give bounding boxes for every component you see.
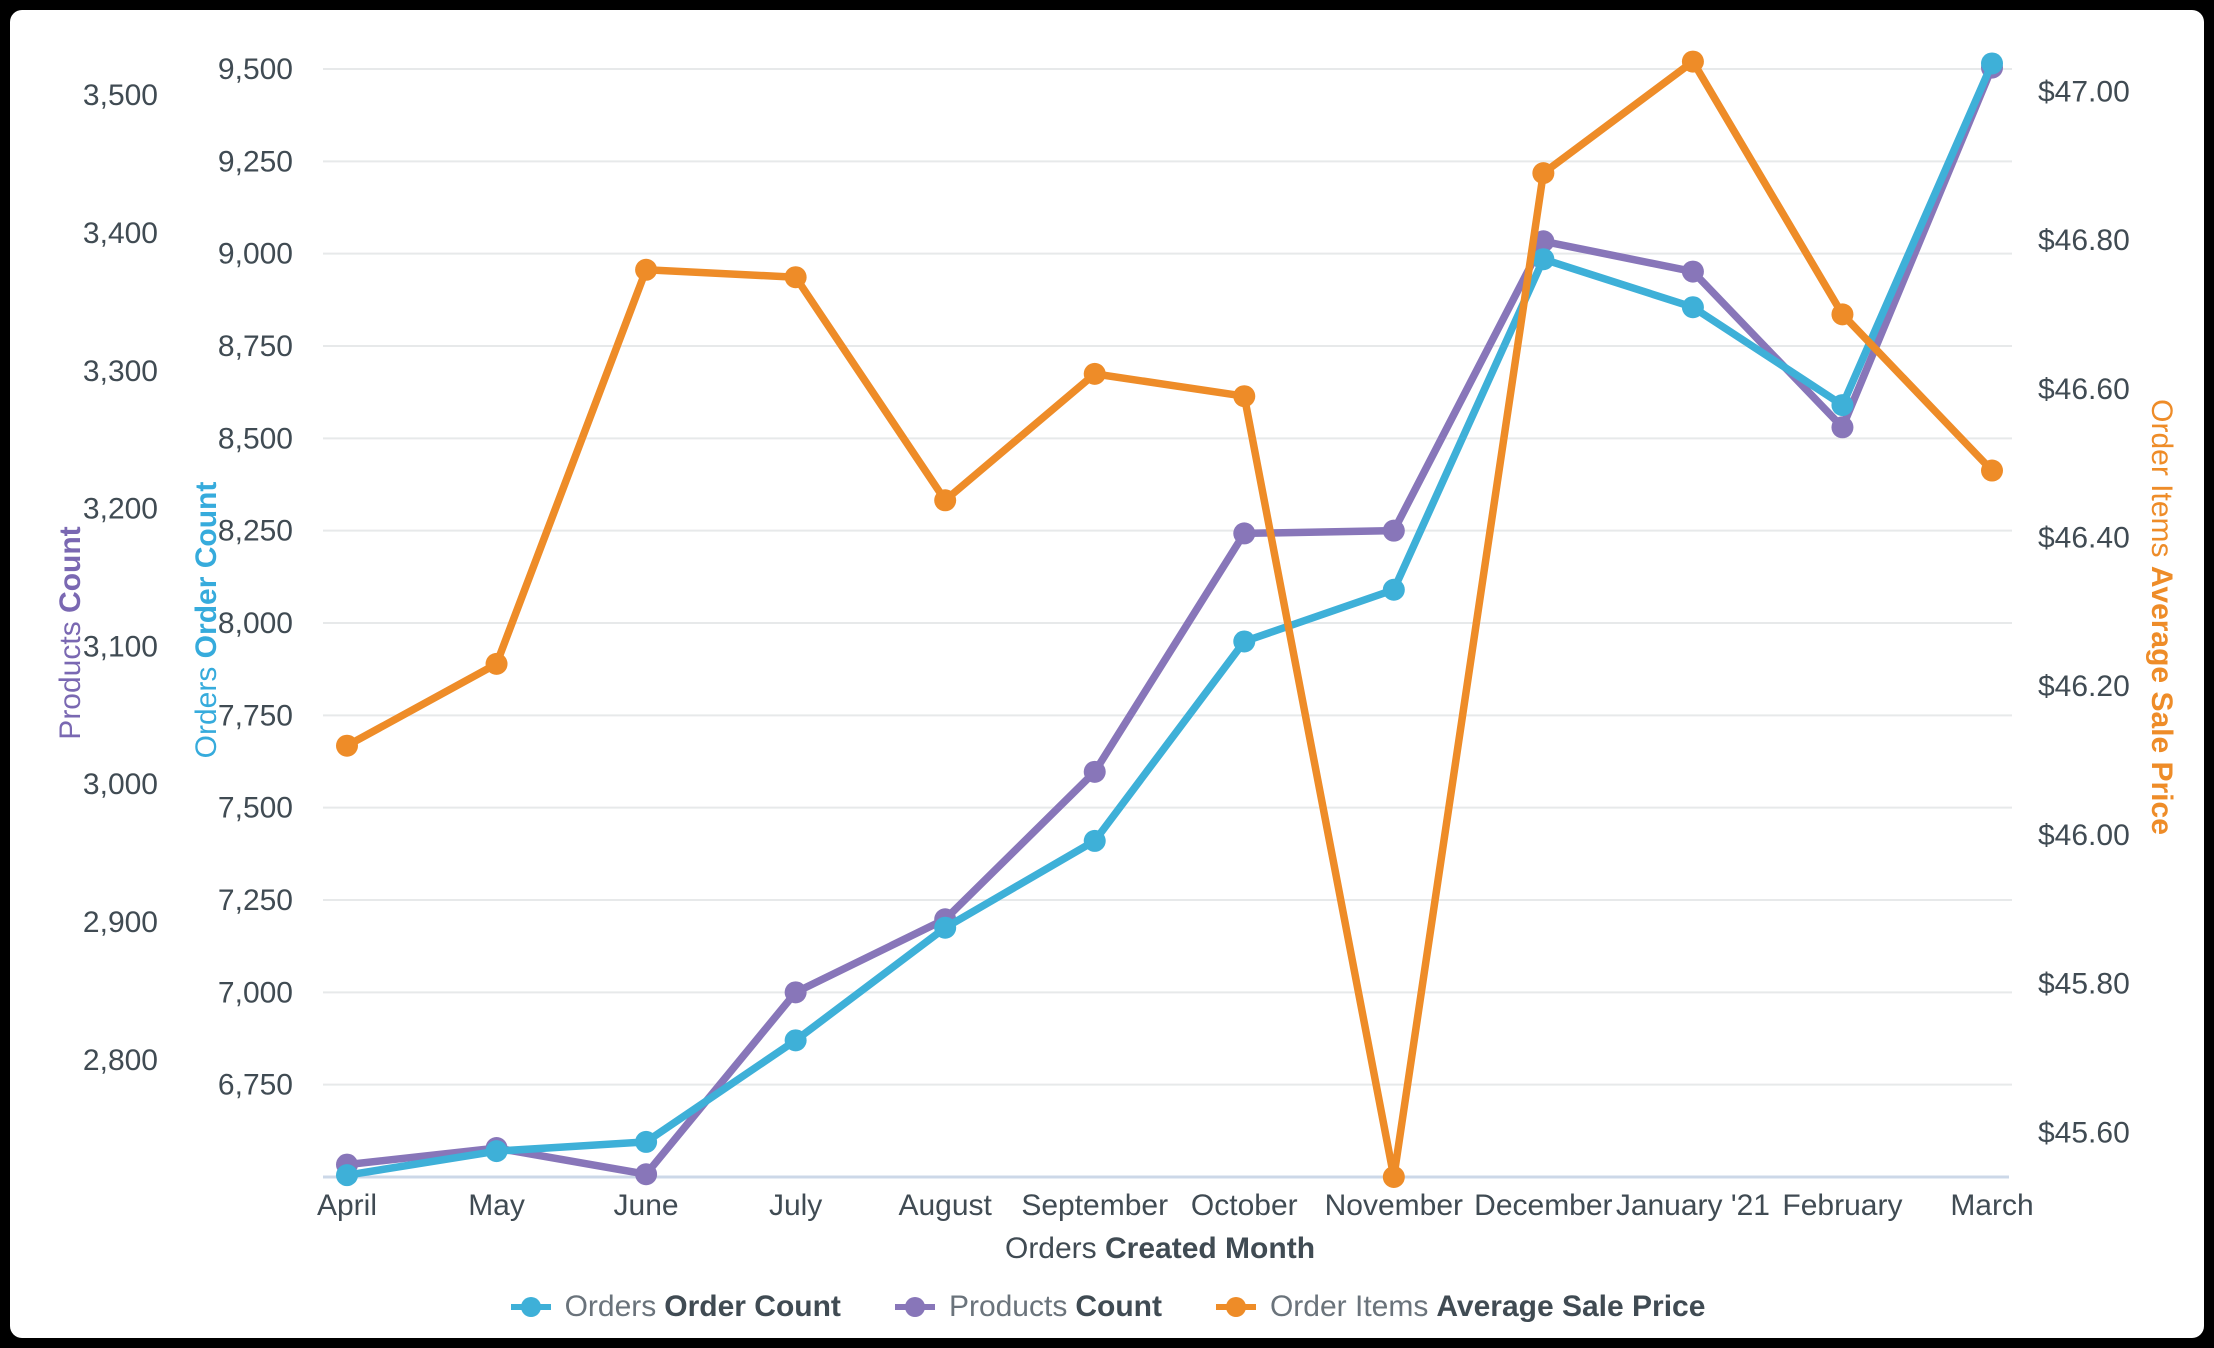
- price-axis-tick-label: $46.20: [2038, 670, 2130, 703]
- x-axis-month-label: July: [769, 1189, 822, 1222]
- x-axis-month-label: February: [1782, 1189, 1902, 1222]
- legend-label-bold: Count: [1075, 1290, 1162, 1323]
- x-axis-title: Orders Created Month: [1005, 1232, 1315, 1265]
- orders-axis-tick-label: 8,750: [218, 330, 293, 363]
- price-axis-title: Order Items Average Sale Price: [2145, 399, 2178, 835]
- price-axis-tick-label: $46.40: [2038, 521, 2130, 554]
- price-axis-tick-label: $46.60: [2038, 373, 2130, 406]
- data-point-order-items-average-sale-price: [1981, 459, 2003, 482]
- orders-axis-tick-label: 7,000: [218, 976, 293, 1009]
- price-axis-tick-label: $46.80: [2038, 224, 2130, 257]
- legend-label-regular: Products: [948, 1290, 1068, 1323]
- price-axis-tick-label: $46.00: [2038, 819, 2130, 852]
- products-axis-title: Products Count: [54, 526, 87, 739]
- data-point-order-items-average-sale-price: [336, 734, 358, 757]
- chart-svg: 2,800 2,900 3,000 3,100 3,200 3,300 3,400 3,500…: [54, 50, 2178, 1265]
- data-point-products-count: [635, 1163, 658, 1186]
- legend-item-products-count[interactable]: Products Count: [893, 1290, 1162, 1324]
- x-axis-month-label: August: [898, 1189, 992, 1222]
- orders-axis-tick-label: 9,250: [218, 145, 293, 178]
- price-axis-tick-label: $45.60: [2038, 1116, 2130, 1149]
- legend-label-bold: Average Sale Price: [1436, 1290, 1706, 1323]
- orders-axis-tick-label: 8,250: [218, 515, 293, 548]
- legend-marker-icon: [894, 1297, 935, 1317]
- data-point-order-items-average-sale-price: [934, 489, 957, 512]
- x-axis-month-label: December: [1474, 1189, 1612, 1222]
- products-axis-tick-label: 3,400: [83, 217, 158, 250]
- data-point-products-count: [1831, 416, 1854, 439]
- x-axis-month-label: October: [1191, 1189, 1298, 1222]
- orders-axis-title: Orders Order Count: [190, 482, 223, 759]
- orders-axis-tick-label: 6,750: [218, 1069, 293, 1102]
- data-point-order-items-average-sale-price: [1831, 303, 1854, 326]
- data-point-orders-order-count: [485, 1140, 508, 1163]
- price-axis-tick-label: $45.80: [2038, 968, 2130, 1001]
- data-point-orders-order-count: [1831, 394, 1854, 417]
- data-point-orders-order-count: [1083, 829, 1106, 852]
- data-point-products-count: [1382, 519, 1405, 542]
- x-axis-month-label: November: [1325, 1189, 1463, 1222]
- data-point-products-count: [1083, 760, 1106, 783]
- data-point-orders-order-count: [1233, 630, 1256, 653]
- x-axis-month-label: May: [468, 1189, 525, 1222]
- data-point-orders-order-count: [1681, 296, 1704, 319]
- legend-label-regular: Order Items: [1269, 1290, 1429, 1323]
- data-point-orders-order-count: [784, 1029, 807, 1052]
- products-axis-tick-label: 3,100: [83, 630, 158, 663]
- data-point-products-count: [1532, 230, 1555, 253]
- orders-axis-tick-label: 8,000: [218, 607, 293, 640]
- legend-item-order-items-average-sale-price[interactable]: Order Items Average Sale Price: [1214, 1290, 1705, 1324]
- orders-axis-tick-label: 7,500: [218, 792, 293, 825]
- data-point-order-items-average-sale-price: [485, 652, 508, 675]
- orders-axis-tick-label: 9,500: [218, 53, 293, 86]
- data-point-products-count: [784, 981, 807, 1004]
- data-point-orders-order-count: [1981, 52, 2003, 75]
- data-point-order-items-average-sale-price: [1382, 1166, 1405, 1188]
- series-line-order-items-average-sale-price: [343, 57, 1996, 1181]
- x-axis-month-label: September: [1021, 1189, 1168, 1222]
- chart-card: 2,800 2,900 3,000 3,100 3,200 3,300 3,400 3,500…: [10, 10, 2204, 1338]
- orders-axis-tick-label: 9,000: [218, 238, 293, 271]
- products-axis-tick-label: 3,300: [83, 355, 158, 388]
- price-axis-tick-label: $47.00: [2038, 75, 2130, 108]
- data-point-orders-order-count: [336, 1164, 358, 1187]
- data-point-order-items-average-sale-price: [1083, 362, 1106, 385]
- data-point-products-count: [1233, 522, 1256, 545]
- x-axis-month-label: June: [614, 1189, 679, 1222]
- legend-marker-icon: [510, 1297, 551, 1317]
- products-axis-tick-label: 3,500: [83, 79, 158, 112]
- data-point-order-items-average-sale-price: [1532, 162, 1555, 185]
- orders-axis-tick-label: 7,750: [218, 699, 293, 732]
- data-point-order-items-average-sale-price: [635, 258, 658, 281]
- x-axis-month-label: March: [1950, 1189, 2033, 1222]
- products-axis-tick-label: 3,000: [83, 768, 158, 801]
- chart-legend: Orders Order Count Products Count Order Item…: [10, 1290, 2204, 1324]
- data-point-order-items-average-sale-price: [784, 266, 807, 289]
- legend-label-regular: Orders: [564, 1290, 657, 1323]
- data-point-orders-order-count: [635, 1130, 658, 1153]
- series-line-products-count: [343, 63, 1996, 1178]
- data-point-orders-order-count: [1532, 248, 1555, 271]
- legend-label-bold: Order Count: [664, 1290, 841, 1323]
- products-axis-tick-label: 2,900: [83, 906, 158, 939]
- chart-area: 2,800 2,900 3,000 3,100 3,200 3,300 3,400 3,500…: [10, 10, 2204, 1338]
- legend-marker-icon: [1215, 1297, 1256, 1317]
- data-point-order-items-average-sale-price: [1233, 385, 1256, 408]
- legend-item-orders-order-count[interactable]: Orders Order Count: [509, 1290, 841, 1324]
- orders-axis-tick-label: 7,250: [218, 884, 293, 917]
- series-line-orders-order-count: [343, 59, 1996, 1179]
- data-point-orders-order-count: [934, 916, 957, 939]
- products-axis-tick-label: 2,800: [83, 1044, 158, 1077]
- data-point-products-count: [1681, 260, 1704, 283]
- products-axis-tick-label: 3,200: [83, 493, 158, 526]
- data-point-order-items-average-sale-price: [1681, 50, 1704, 73]
- x-axis-month-label: January '21: [1616, 1189, 1770, 1222]
- data-point-orders-order-count: [1382, 578, 1405, 601]
- x-axis-month-label: April: [317, 1189, 377, 1222]
- orders-axis-tick-label: 8,500: [218, 422, 293, 455]
